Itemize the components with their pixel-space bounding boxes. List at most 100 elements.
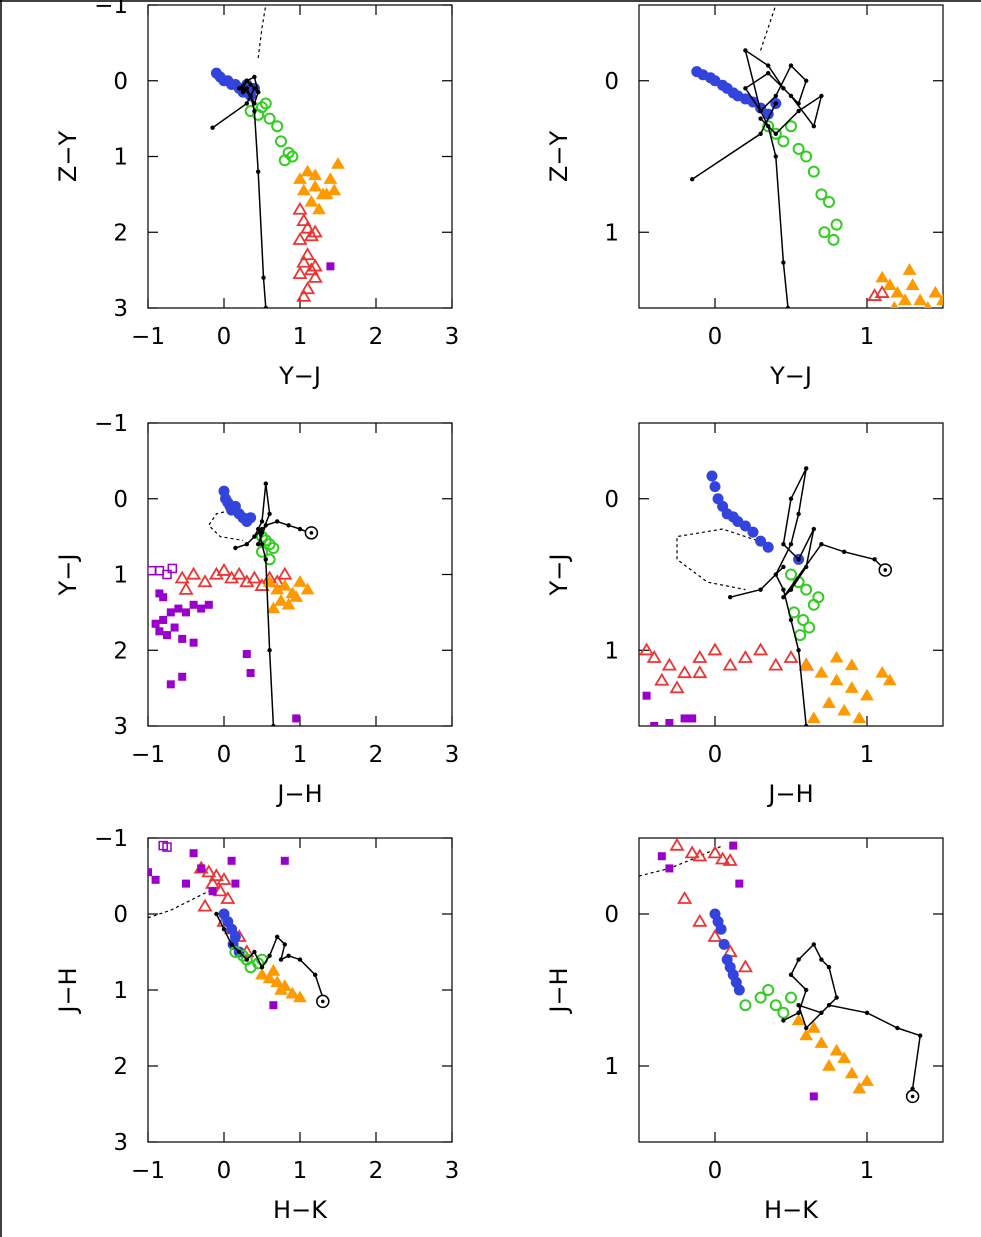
model-track-vertex [834, 995, 839, 1000]
blue-point [739, 520, 751, 532]
red-point [246, 570, 262, 584]
x-axis-label: H−K [273, 1196, 328, 1224]
model-track-vertex [796, 957, 801, 962]
model-track-vertex [788, 587, 794, 592]
red-point [646, 650, 662, 663]
model-track-vertex [743, 48, 748, 53]
purple-open-point [162, 842, 172, 852]
purple-point [166, 680, 175, 689]
model-track-vertex [252, 74, 257, 80]
blue-point [709, 481, 721, 493]
model-track-vertex [864, 1010, 870, 1015]
x-tick-label: 3 [445, 324, 460, 350]
green-point [267, 541, 280, 554]
purple-point [197, 604, 206, 613]
orange-point [923, 301, 932, 308]
y-tick-label: 0 [604, 902, 619, 928]
red-point [707, 642, 723, 656]
model-track-vertex [259, 965, 265, 970]
purple-open-point [162, 569, 172, 580]
x-tick-label: 3 [445, 742, 460, 768]
orange-point [799, 1028, 814, 1041]
orange-point [293, 172, 307, 184]
purple-point [665, 718, 674, 726]
model-track-branch-vertex [773, 101, 778, 106]
red-point [186, 566, 202, 580]
orange-point [928, 285, 943, 298]
y-tick-label: 1 [113, 978, 128, 1004]
orange-point [274, 594, 288, 606]
model-track-vertex [804, 564, 809, 570]
green-point [803, 621, 816, 634]
model-track-vertex [766, 70, 771, 76]
plot-area [690, 5, 943, 308]
model-track-vertex [785, 305, 791, 308]
orange-point [913, 293, 928, 306]
red-point [661, 657, 677, 671]
purple-point [650, 722, 659, 726]
green-point [800, 583, 813, 596]
x-tick-label: 1 [860, 1158, 875, 1184]
green-point [777, 135, 790, 148]
y-tick-label: 1 [604, 1054, 619, 1080]
model-track-vertex [259, 530, 265, 536]
model-track-vertex [804, 987, 809, 993]
model-track-vertex [796, 108, 801, 114]
red-point [692, 848, 708, 862]
x-axis-label: J−H [766, 780, 813, 808]
orange-point [274, 983, 288, 995]
purple-open-point [167, 563, 178, 574]
model-track-vertex [788, 542, 794, 547]
green-point [762, 120, 775, 133]
purple-point [178, 634, 187, 643]
green-point [815, 188, 828, 201]
blue-point [755, 535, 767, 547]
model-track-vertex [743, 86, 748, 91]
purple-point [148, 868, 152, 877]
green-point [785, 991, 797, 1004]
orange-point [902, 263, 917, 275]
orange-point [882, 673, 897, 686]
red-point [722, 853, 738, 866]
model-track-branch-vertex [252, 86, 257, 91]
blue-point [762, 541, 774, 553]
y-tick-label: 0 [113, 902, 128, 928]
model-track-vertex [766, 124, 771, 129]
purple-point [189, 600, 198, 609]
model-track-dashed [257, 5, 267, 59]
y-axis-label: Y−J [54, 554, 82, 597]
red-point [296, 254, 312, 268]
orange-point [837, 703, 852, 716]
model-track-vertex [240, 89, 246, 95]
purple-point [166, 608, 175, 617]
red-point [303, 262, 319, 276]
purple-point [231, 879, 240, 888]
track-end-dot [883, 568, 888, 572]
purple-point [204, 600, 213, 609]
red-point [292, 201, 308, 215]
blue-point [706, 470, 718, 482]
orange-point [822, 1059, 836, 1071]
plot-area [210, 5, 345, 308]
red-point [178, 581, 194, 595]
x-axis-label: Y−J [769, 362, 812, 390]
x-axis-label: J−H [275, 780, 322, 808]
model-track-vertex [781, 86, 786, 91]
track-end-dot [910, 1094, 915, 1099]
model-track-vertex [788, 63, 794, 68]
model-track-vertex [237, 949, 242, 955]
red-point [212, 883, 228, 897]
model-track-vertex [252, 101, 257, 106]
x-tick-label: 1 [860, 742, 875, 768]
orange-point [277, 578, 292, 591]
model-track-branch-vertex [728, 595, 733, 600]
red-point [669, 680, 685, 694]
green-point [754, 991, 767, 1004]
red-point [307, 258, 323, 272]
red-point [677, 665, 693, 679]
y-axis-label: Z−Y [545, 131, 573, 183]
model-track-vertex [826, 1003, 832, 1008]
orange-point [791, 1013, 806, 1026]
track-end-dot [309, 531, 314, 535]
